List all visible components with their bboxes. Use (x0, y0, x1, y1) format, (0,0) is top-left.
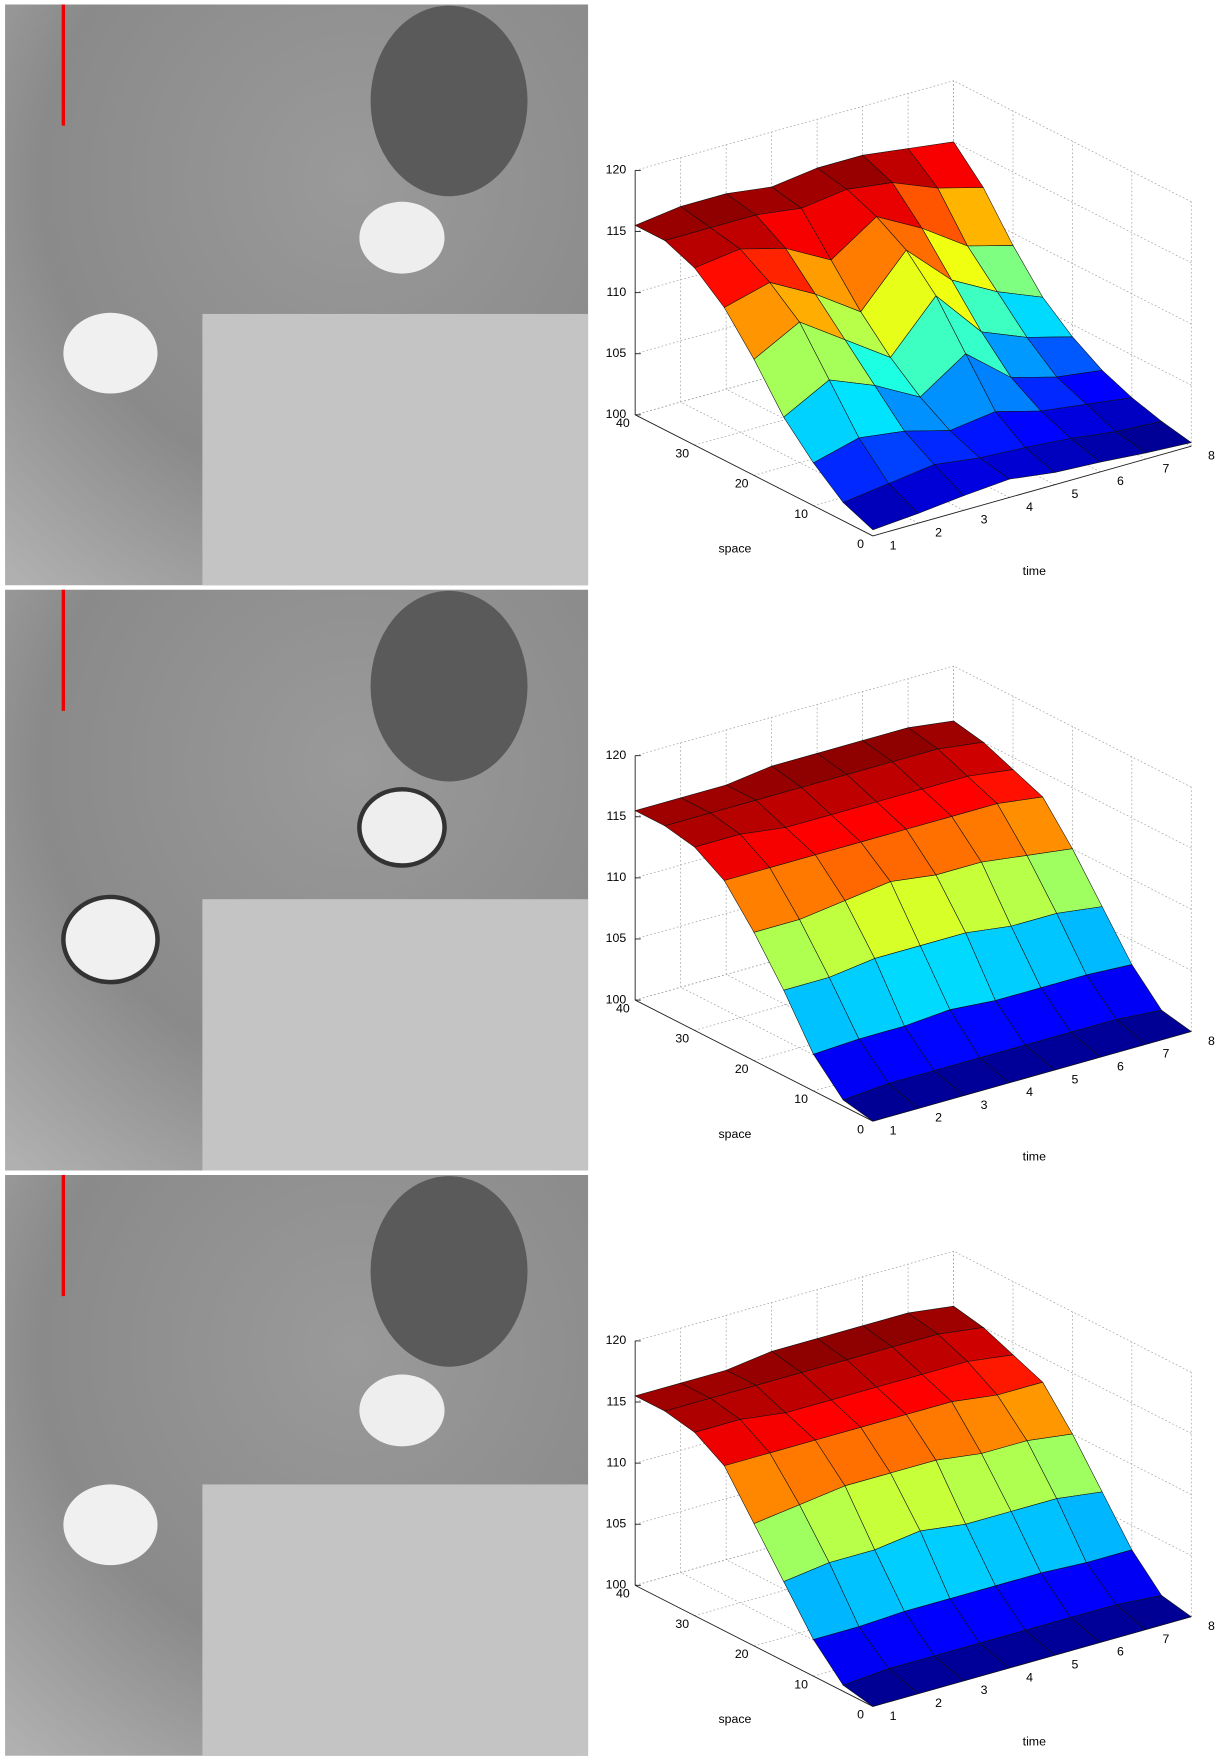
space-tick-label: 20 (735, 477, 749, 491)
z-tick-label: 110 (607, 285, 627, 299)
z-tick-label: 105 (606, 931, 627, 945)
shirt (202, 899, 588, 1170)
grid-line (954, 81, 1192, 202)
photo-panel (5, 1175, 588, 1756)
time-tick-label: 4 (1026, 1670, 1033, 1684)
time-tick-label: 6 (1117, 474, 1124, 488)
space-tick-label: 40 (616, 1001, 630, 1015)
time-tick-label: 7 (1163, 461, 1170, 475)
time-tick-label: 1 (890, 1709, 897, 1723)
figure: 10010511011512001020304012345678spacetim… (0, 0, 1221, 1758)
time-tick-label: 4 (1026, 500, 1033, 514)
time-axis-label: time (1023, 564, 1046, 578)
photo-panel (5, 4, 588, 585)
time-tick-label: 7 (1163, 1047, 1170, 1061)
photo-panel (5, 590, 588, 1171)
time-tick-label: 2 (935, 1696, 942, 1710)
z-tick-label: 110 (607, 870, 627, 884)
time-tick-label: 2 (935, 525, 942, 539)
time-tick-label: 4 (1026, 1085, 1033, 1099)
page: 10010511011512001020304012345678spacetim… (0, 0, 1221, 1758)
z-tick-label: 120 (606, 163, 627, 177)
shirt (202, 1484, 588, 1755)
z-tick-label: 120 (606, 1333, 627, 1347)
surface-chart: 10010511011512001020304012345678spacetim… (606, 1251, 1215, 1748)
surface-chart: 10010511011512001020304012345678spacetim… (606, 81, 1215, 578)
ball (359, 202, 444, 274)
surface-chart: 10010511011512001020304012345678spacetim… (606, 666, 1215, 1163)
z-tick-label: 115 (607, 1394, 627, 1408)
time-tick-label: 1 (890, 1124, 897, 1138)
time-axis-label: time (1023, 1149, 1046, 1163)
time-tick-label: 5 (1072, 1658, 1079, 1672)
time-tick-label: 5 (1072, 1072, 1079, 1086)
face (371, 6, 528, 197)
z-tick-label: 120 (606, 748, 627, 762)
space-tick-label: 10 (794, 507, 808, 521)
space-axis-label: space (718, 1712, 751, 1726)
ball (359, 1375, 444, 1447)
time-tick-label: 5 (1072, 487, 1079, 501)
ball (63, 1484, 157, 1565)
ball (359, 789, 444, 865)
space-tick-label: 30 (675, 1617, 689, 1631)
time-axis-label: time (1023, 1735, 1046, 1749)
z-tick-label: 115 (607, 224, 627, 238)
face (371, 1176, 528, 1367)
space-tick-label: 40 (616, 416, 630, 430)
space-tick-label: 10 (794, 1677, 808, 1691)
ball (63, 313, 157, 394)
space-tick-label: 20 (735, 1647, 749, 1661)
space-axis-label: space (718, 1127, 751, 1141)
z-tick-label: 110 (607, 1455, 627, 1469)
space-tick-label: 30 (675, 446, 689, 460)
time-tick-label: 2 (935, 1111, 942, 1125)
time-tick-label: 8 (1208, 1619, 1215, 1633)
z-tick-label: 105 (606, 346, 627, 360)
time-tick-label: 8 (1208, 1034, 1215, 1048)
time-tick-label: 8 (1208, 449, 1215, 463)
ball (63, 897, 157, 982)
z-tick-label: 115 (607, 809, 627, 823)
time-tick-label: 3 (981, 1683, 988, 1697)
space-tick-label: 0 (857, 537, 864, 551)
time-tick-label: 3 (981, 513, 988, 527)
time-tick-label: 7 (1163, 1632, 1170, 1646)
time-tick-label: 3 (981, 1098, 988, 1112)
space-axis-label: space (718, 542, 751, 556)
space-tick-label: 30 (675, 1032, 689, 1046)
space-tick-label: 40 (616, 1587, 630, 1601)
time-tick-label: 6 (1117, 1645, 1124, 1659)
shirt (202, 314, 588, 585)
space-tick-label: 0 (857, 1708, 864, 1722)
space-tick-label: 20 (735, 1062, 749, 1076)
face (371, 591, 528, 782)
space-tick-label: 10 (794, 1092, 808, 1106)
z-tick-label: 105 (606, 1516, 627, 1530)
time-tick-label: 6 (1117, 1059, 1124, 1073)
time-tick-label: 1 (890, 538, 897, 552)
space-tick-label: 0 (857, 1122, 864, 1136)
